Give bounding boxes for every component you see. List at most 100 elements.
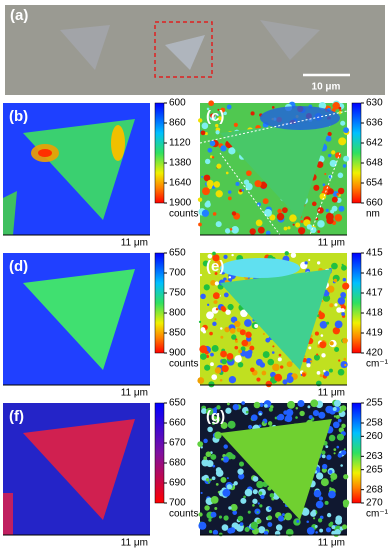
speckle [221,365,229,373]
speckle [208,518,212,522]
colorbar [154,252,165,354]
speckle [338,137,347,146]
speckle [331,150,336,155]
speckle [262,351,270,359]
colorbar-tick-label: 660 [169,418,186,429]
colorbar-tick-label: 680 [169,458,186,469]
speckle [340,120,346,126]
speckle [259,181,268,189]
speckle [328,490,336,499]
speckle [317,230,321,234]
speckle [238,527,241,531]
speckle [214,367,222,374]
speckle [333,415,337,418]
speckle [257,226,265,234]
speckle [223,515,229,521]
flake [60,25,110,70]
speckle [212,254,220,262]
speckle [220,350,227,358]
speckle [338,359,341,362]
speckle [209,478,213,481]
speckle [341,312,345,316]
speckle [285,408,294,417]
speckle [245,183,253,191]
speckle [198,521,207,530]
speckle [322,463,328,470]
panel-a: 10 μm (a) [5,5,385,95]
speckle [244,526,250,532]
colorbar-tick-label: 255 [366,398,383,409]
speckle [220,145,227,152]
speckle [310,399,319,408]
speckle [213,181,221,188]
speckle [212,212,217,216]
speckle [338,205,345,212]
speckle [324,172,327,175]
panel-label: (f) [9,408,24,425]
speckle [337,187,345,195]
speckle [253,401,261,409]
colorbar-unit: counts [169,359,198,370]
speckle [260,494,265,500]
speckle [228,376,237,384]
speckle [220,107,226,113]
speckle [249,345,255,351]
speckle [238,516,243,521]
flake [23,119,135,220]
speckle [308,414,313,420]
speckle [331,530,336,536]
speckle [223,111,227,116]
colorbar-tick-label: 1900 [169,198,192,209]
speckle [258,491,263,495]
speckle [208,530,213,534]
speckle [335,515,343,522]
speckle [220,305,226,312]
panel-label: (b) [9,108,28,125]
speckle [200,353,207,360]
speckle [201,475,207,481]
speckle [326,454,332,460]
speckle [227,303,234,311]
speckle [327,285,335,293]
speckle [330,478,334,482]
speckle [240,309,248,318]
speckle [282,379,288,385]
speckle [341,265,347,271]
speckle [314,331,319,336]
flake [3,191,17,235]
speckle [239,329,246,336]
speckle [210,496,219,504]
speckle [252,504,255,507]
colorbar-tick-label: 420 [366,348,383,359]
speckle [257,526,266,534]
edge-line [219,152,281,236]
speckle [215,221,222,228]
speckle [229,527,236,534]
speckle [204,350,209,355]
speckle [255,219,263,227]
speckle [212,321,217,327]
speckle [269,214,276,221]
speckle [334,346,340,352]
speckle [205,451,212,458]
speckle [316,161,324,169]
speckle [265,337,271,343]
speckle [207,481,211,484]
speckle [319,341,327,349]
speckle [252,476,259,482]
colorbar [351,402,362,504]
scale-label: 11 μm [318,538,345,549]
speckle [216,405,221,410]
speckle [254,180,262,188]
speckle [325,527,332,533]
speckle [339,109,342,112]
speckle [228,105,232,109]
hotspot [111,125,125,161]
speckle [207,147,213,153]
speckle [239,522,244,526]
speckle [228,147,236,155]
speckle [287,400,295,409]
speckle [218,515,223,519]
colorbar-unit: cm⁻¹ [366,509,389,520]
speckle [325,135,332,142]
